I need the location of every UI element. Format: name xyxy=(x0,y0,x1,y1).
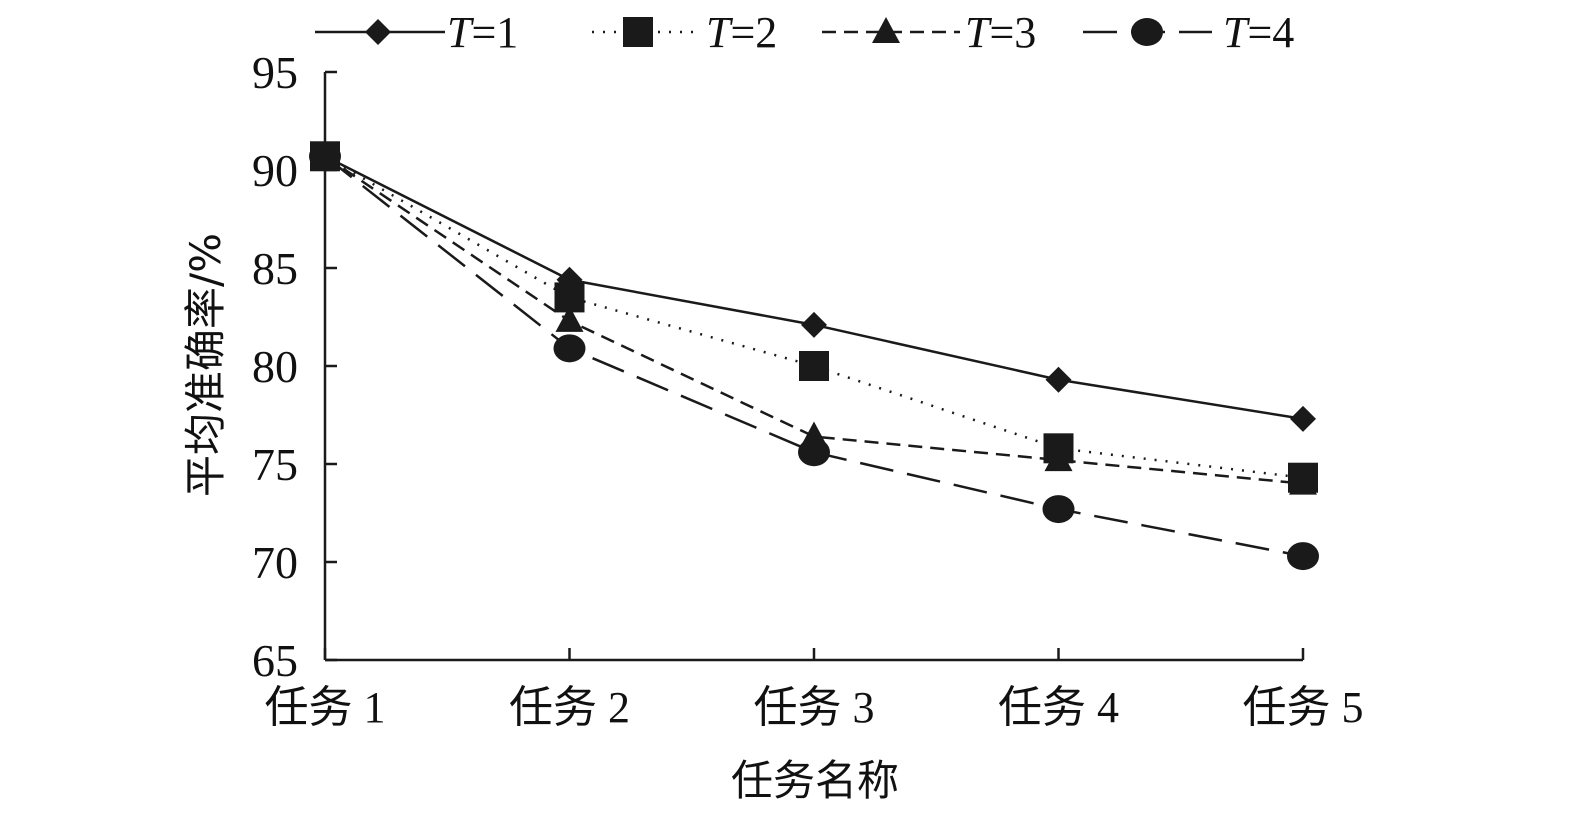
x-tick-label: 任务 1 xyxy=(265,683,386,732)
series-layer xyxy=(309,141,1319,571)
x-tick-label: 任务 2 xyxy=(509,683,630,732)
y-axis-title: 平均准确率/% xyxy=(181,233,230,497)
legend-marker xyxy=(365,19,391,45)
legend-item: T=2 xyxy=(592,8,777,57)
y-tick-label: 70 xyxy=(252,537,298,588)
legend-marker xyxy=(623,17,653,47)
data-point xyxy=(1287,542,1319,571)
legend-marker xyxy=(872,17,900,43)
y-tick-label: 85 xyxy=(252,243,298,294)
series-4 xyxy=(309,142,1319,571)
legend-label: T=3 xyxy=(965,8,1036,57)
data-point xyxy=(1289,468,1317,495)
data-point xyxy=(309,142,341,171)
data-point xyxy=(799,351,829,381)
data-point xyxy=(801,311,827,338)
axes: 65 70 75 80 85 90 95 任务 1 任务 2 任务 3 任务 4 任务 5 xyxy=(252,47,1364,732)
legend: T=1 T=2 T=3 T=4 xyxy=(315,8,1294,57)
y-tick-label: 95 xyxy=(252,47,298,98)
data-point xyxy=(1290,405,1316,432)
series-1 xyxy=(312,143,1316,432)
legend-item: T=1 xyxy=(315,8,518,57)
x-axis-title: 任务名称 xyxy=(731,756,899,805)
data-point xyxy=(1044,445,1073,472)
data-point xyxy=(555,305,584,332)
legend-label: T=4 xyxy=(1223,8,1294,57)
y-tick-label: 80 xyxy=(252,341,298,392)
series-line xyxy=(324,155,1304,485)
data-point xyxy=(553,334,586,363)
data-point xyxy=(1042,495,1075,524)
x-tick-label: 任务 4 xyxy=(998,683,1119,732)
legend-marker xyxy=(1131,18,1163,46)
legend-item: T=4 xyxy=(1083,8,1294,57)
y-tick-label: 75 xyxy=(252,439,298,490)
data-point xyxy=(798,438,830,467)
x-tick-label: 任务 5 xyxy=(1243,683,1364,732)
series-line xyxy=(324,155,1304,479)
data-point xyxy=(1045,366,1072,393)
x-tick-label: 任务 3 xyxy=(754,683,875,732)
legend-item: T=3 xyxy=(822,8,1036,57)
legend-label: T=2 xyxy=(706,8,777,57)
y-tick-label: 65 xyxy=(252,635,298,686)
legend-label: T=1 xyxy=(447,8,518,57)
y-tick-label: 90 xyxy=(252,145,298,196)
